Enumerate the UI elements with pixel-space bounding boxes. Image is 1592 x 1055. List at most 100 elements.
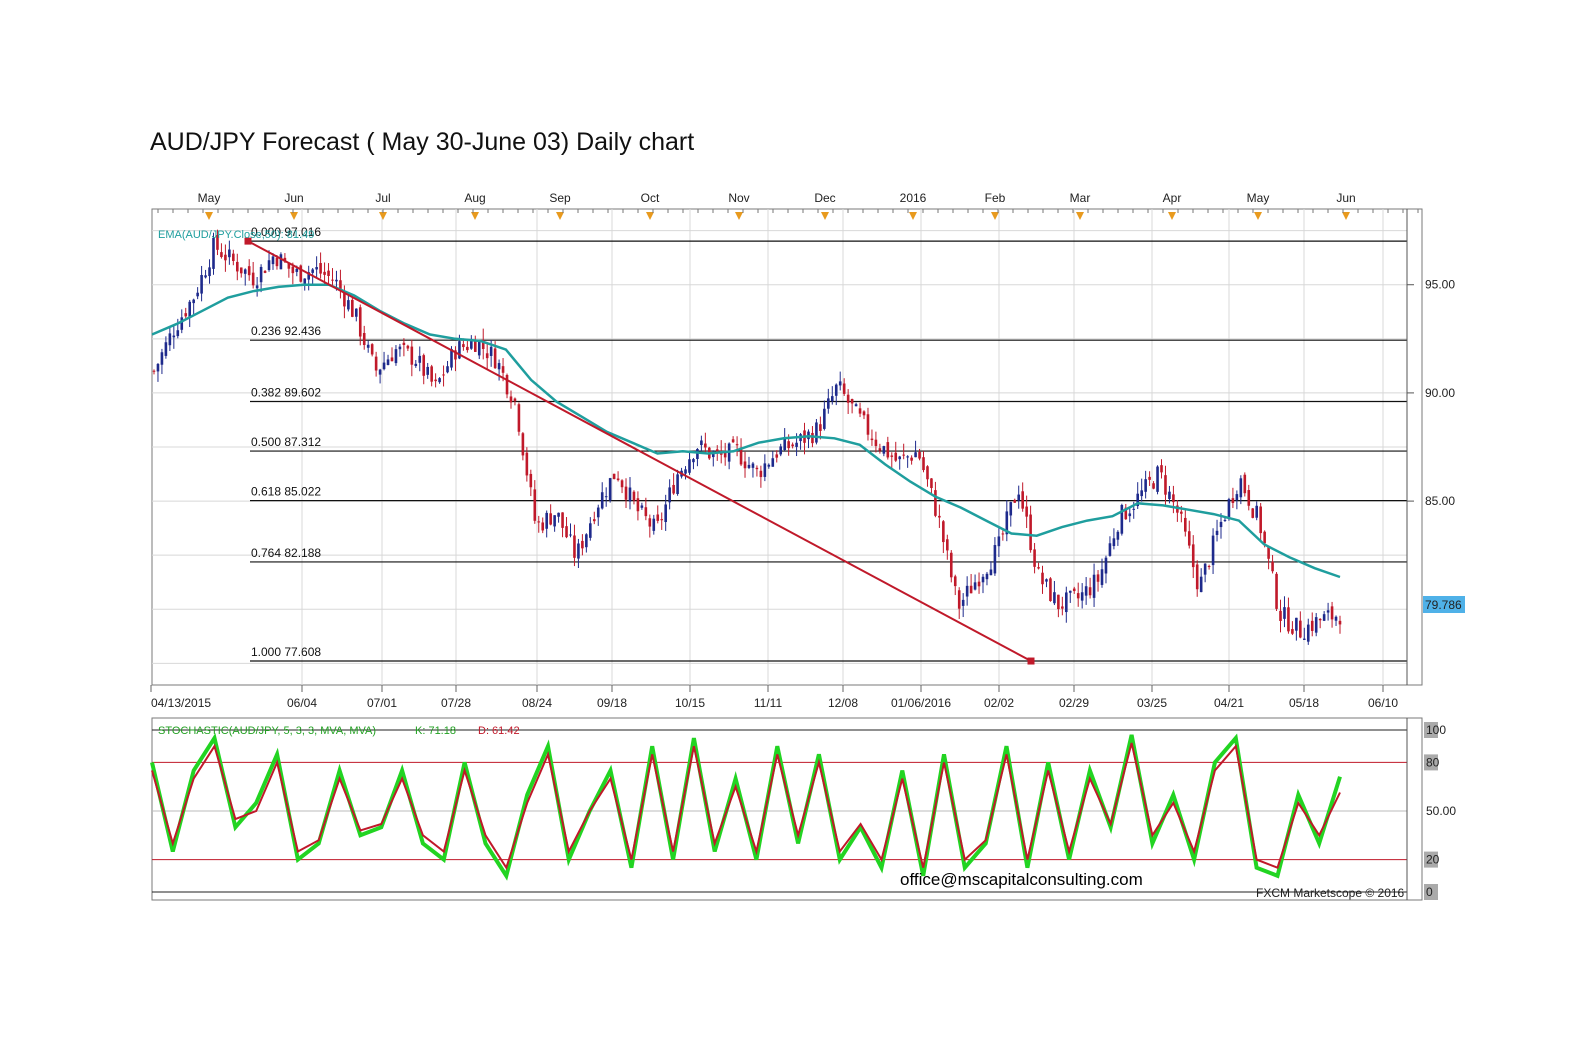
candle-body	[1187, 531, 1191, 546]
candle-body	[1100, 569, 1104, 585]
stochastic-level-label: 20	[1426, 853, 1440, 867]
candle-body	[771, 458, 775, 467]
price-axis: 95.00 90.00 85.00	[1406, 209, 1455, 685]
candle-body	[315, 267, 318, 270]
month-label: Jun	[284, 191, 303, 205]
candle-body	[311, 269, 314, 273]
candle-body	[1243, 474, 1247, 494]
candle-body	[922, 457, 925, 471]
candle-body	[263, 270, 267, 273]
candle-body	[985, 573, 989, 580]
candle-body	[168, 333, 172, 346]
candle-body	[577, 543, 580, 559]
candle-body	[684, 469, 687, 474]
candle-body	[664, 504, 667, 523]
stochastic-level-box	[1424, 754, 1438, 771]
candle-body	[378, 369, 382, 375]
candle-body	[251, 272, 255, 286]
month-label: Sep	[549, 191, 571, 205]
candle-body	[589, 523, 592, 538]
candle-body	[767, 464, 771, 467]
candle-body	[220, 252, 223, 258]
candle-body	[1076, 593, 1080, 599]
month-marker	[556, 212, 564, 220]
candle-body	[1239, 478, 1243, 498]
month-label: Aug	[464, 191, 485, 205]
candle-body	[1108, 543, 1112, 556]
candle-body	[418, 355, 422, 363]
candle-body	[212, 237, 215, 269]
candle-body	[509, 396, 513, 403]
candle-body	[1096, 574, 1100, 582]
month-marker	[205, 212, 213, 220]
candle-body	[545, 512, 548, 529]
candle-body	[926, 466, 929, 480]
candle-body	[854, 404, 858, 407]
candle-body	[549, 513, 552, 525]
candle-body	[644, 507, 648, 517]
stochastic-level-label: 80	[1426, 755, 1440, 769]
candle-body	[1005, 511, 1009, 535]
candle-body	[343, 290, 346, 307]
candle-body	[834, 384, 838, 396]
candle-body	[946, 539, 949, 551]
candle-body	[1168, 491, 1171, 499]
candle-body	[164, 342, 168, 356]
candle-body	[1017, 494, 1021, 501]
candle-body	[668, 487, 671, 503]
month-label: 2016	[900, 191, 927, 205]
candle-body	[620, 480, 624, 488]
candle-body	[1152, 483, 1155, 489]
candle-body	[541, 522, 545, 531]
stochastic-d-line	[151, 742, 1341, 871]
candle-body	[775, 454, 779, 458]
candle-body	[581, 540, 584, 549]
candle-body	[454, 350, 457, 360]
trend-line	[247, 240, 1032, 662]
candle-body	[735, 444, 739, 446]
candle-body	[648, 518, 652, 527]
candle-body	[993, 545, 997, 574]
candle-body	[830, 396, 834, 402]
candle-body	[973, 582, 977, 590]
date-label: 05/18	[1289, 696, 1319, 710]
fib-label: 0.764 82.188	[251, 546, 321, 560]
candle-body	[1072, 588, 1076, 592]
candle-body	[1318, 618, 1322, 621]
candle-body	[723, 451, 727, 458]
candle-body	[422, 355, 426, 376]
month-label: May	[198, 191, 221, 205]
candle-body	[351, 299, 354, 317]
candle-body	[287, 262, 291, 269]
candle-body	[862, 411, 866, 416]
last-price-box	[1423, 596, 1465, 613]
date-label: 04/13/2015	[151, 696, 211, 710]
candle-body	[1195, 564, 1199, 590]
candle-body	[898, 456, 902, 460]
candle-body	[1184, 517, 1187, 532]
candle-body	[1025, 506, 1028, 517]
candle-body	[1057, 594, 1060, 610]
candle-body	[1065, 592, 1068, 613]
candle-body	[969, 585, 973, 594]
candle-body	[1116, 531, 1120, 540]
candle-body	[743, 461, 747, 469]
candle-body	[612, 473, 616, 480]
candle-body	[228, 249, 231, 258]
candle-body	[243, 269, 247, 274]
candle-body	[426, 366, 429, 375]
candle-body	[1279, 610, 1282, 621]
candle-body	[1136, 493, 1140, 507]
candle-body	[347, 300, 350, 310]
candle-body	[1124, 507, 1128, 520]
candle-body	[779, 446, 783, 455]
candle-body	[640, 505, 644, 508]
candle-body	[366, 344, 370, 348]
month-label: Jun	[1336, 191, 1355, 205]
candle-body	[473, 341, 477, 352]
candle-body	[553, 515, 556, 527]
candle-body	[319, 263, 322, 274]
candle-body	[235, 261, 239, 272]
stochastic-level-box	[1424, 851, 1438, 868]
candle-body	[458, 341, 461, 359]
